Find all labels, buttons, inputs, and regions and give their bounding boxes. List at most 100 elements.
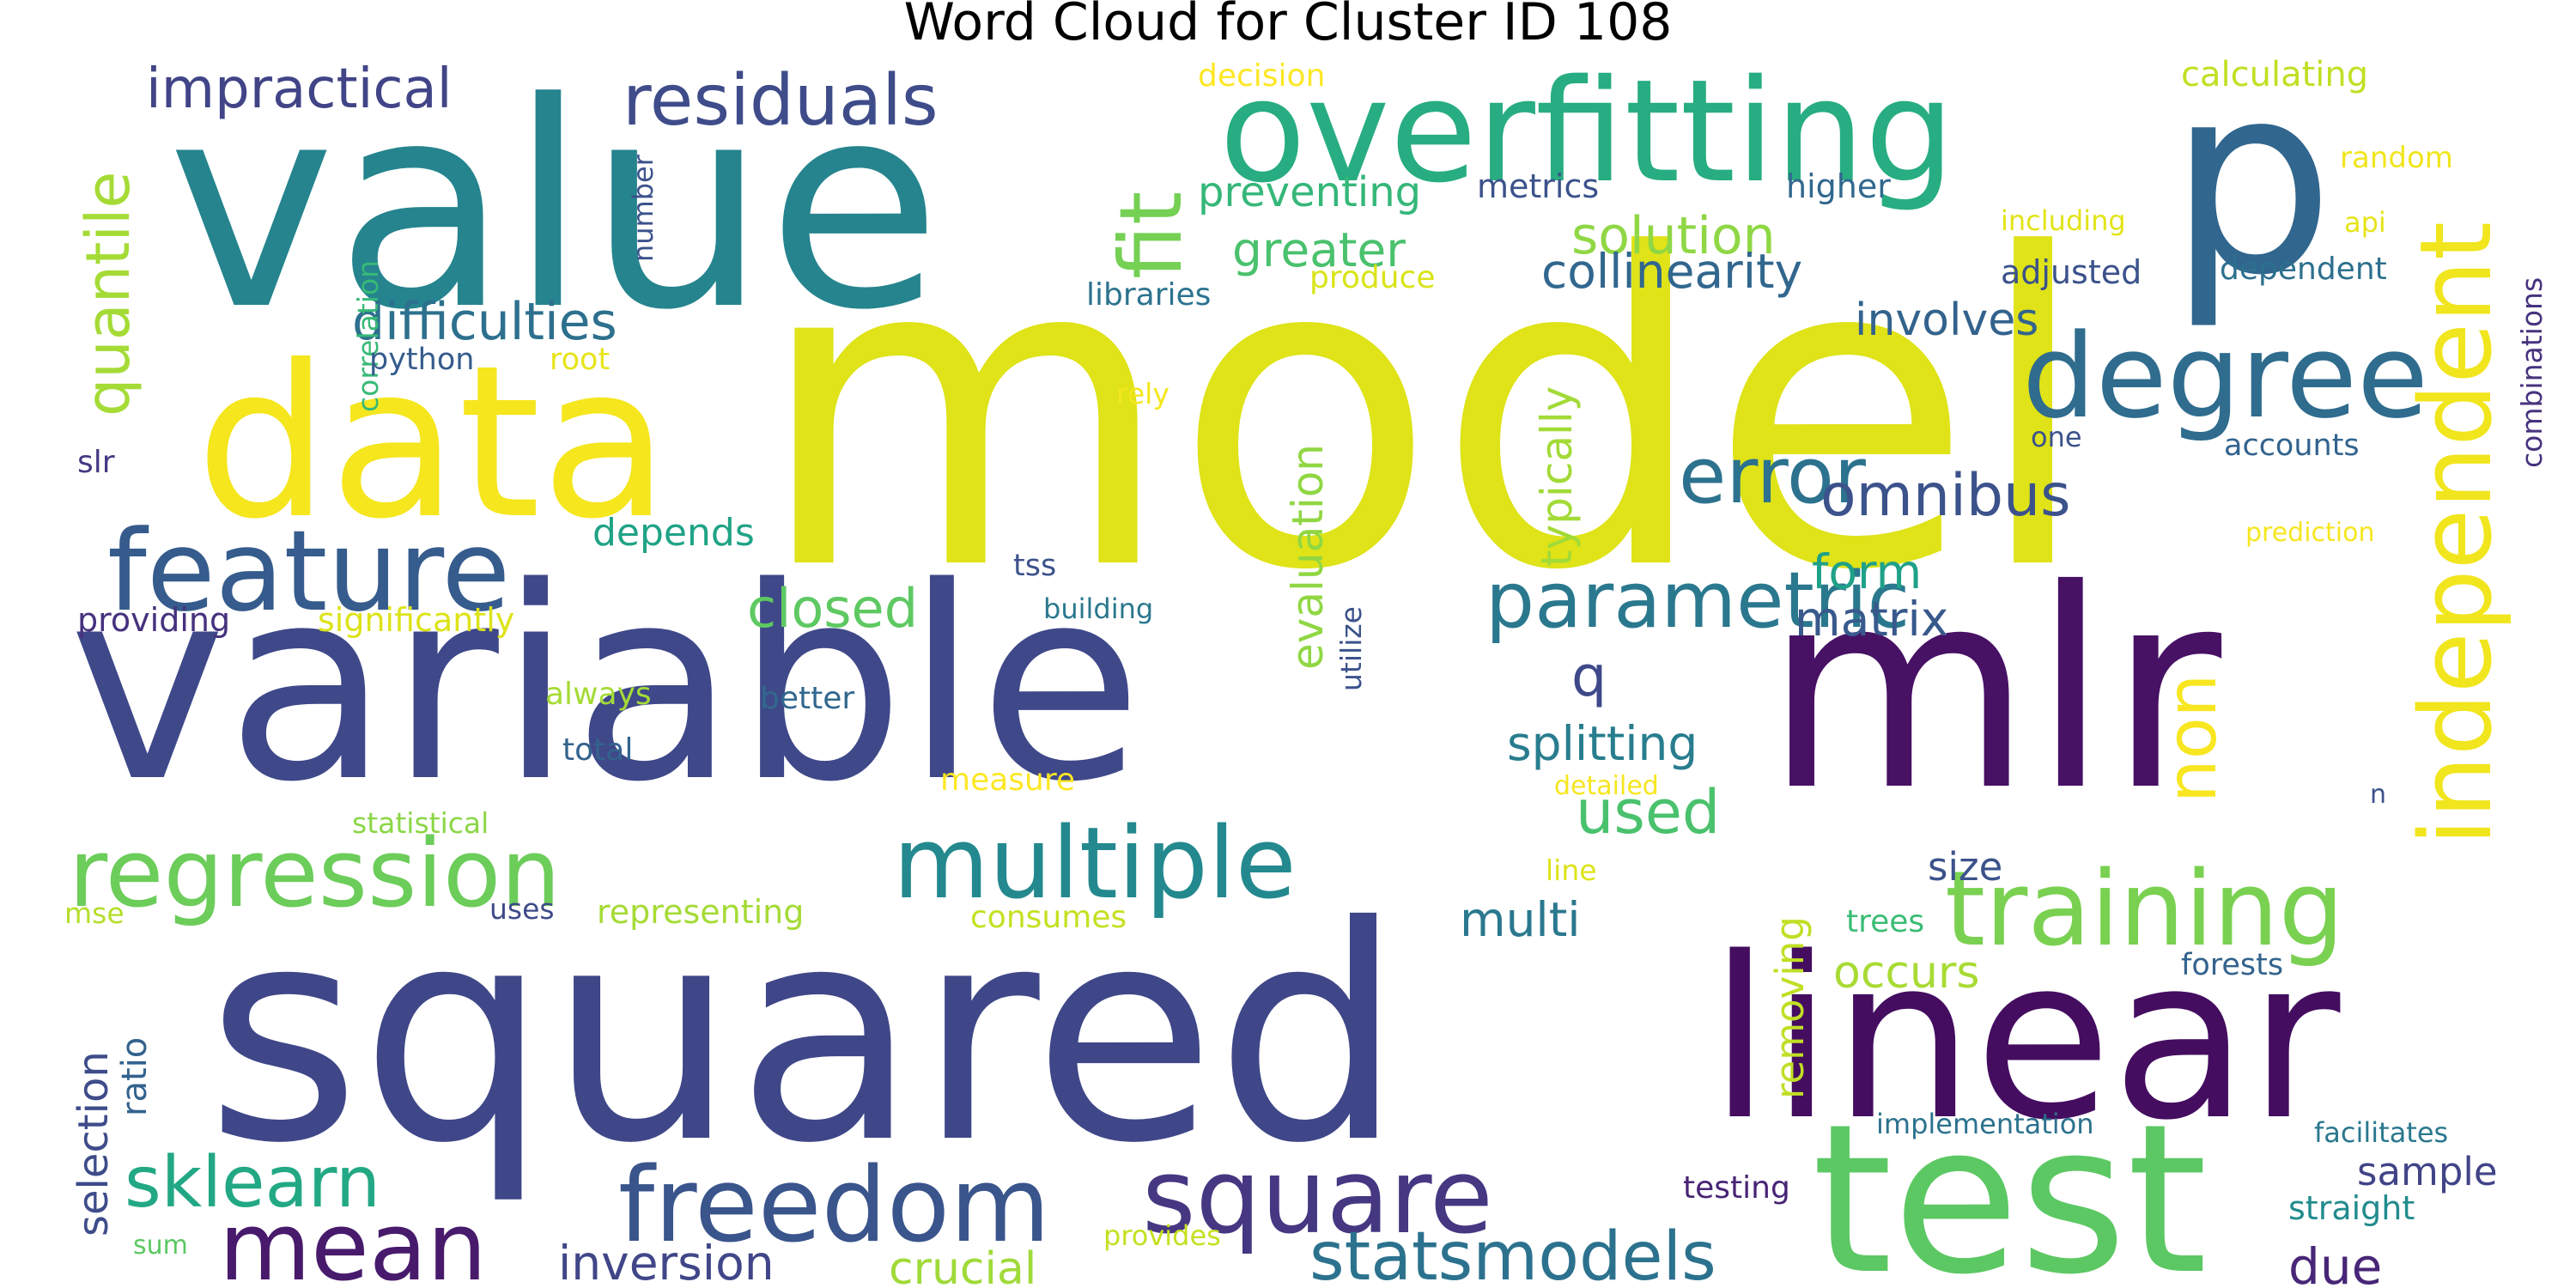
word-data: data (196, 320, 670, 565)
word-inversion: inversion (558, 1236, 775, 1288)
word-mse: mse (64, 896, 125, 930)
word-ratio: ratio (115, 1037, 155, 1116)
word-regression: regression (69, 818, 561, 928)
word-correlation: correlation (351, 260, 385, 412)
word-better: better (760, 681, 854, 716)
word-mean: mean (219, 1192, 487, 1288)
word-statistical: statistical (352, 806, 489, 840)
word-significantly: significantly (318, 601, 514, 639)
word-independent: independent (2399, 222, 2514, 846)
word-removing: removing (1767, 916, 1813, 1099)
word-error: error (1679, 431, 1866, 521)
word-closed: closed (747, 577, 918, 640)
word-detailed: detailed (1554, 771, 1659, 801)
word-preventing: preventing (1198, 168, 1421, 216)
word-involves: involves (1855, 295, 2038, 346)
word-used: used (1576, 777, 1720, 848)
word-variable: variable (69, 531, 1143, 841)
word-slr: slr (77, 445, 115, 480)
word-uses: uses (489, 892, 555, 926)
word-linear: linear (1709, 910, 2342, 1170)
word-model: model (756, 164, 2093, 664)
word-metrics: metrics (1477, 167, 1599, 205)
word-provides: provides (1103, 1219, 1221, 1252)
word-number: number (627, 154, 659, 262)
word-feature: feature (107, 506, 510, 636)
word-statsmodels: statsmodels (1309, 1218, 1716, 1288)
word-residuals: residuals (623, 60, 939, 142)
word-trees: trees (1846, 904, 1924, 939)
page-title: Word Cloud for Cluster ID 108 (903, 0, 1673, 52)
word-always: always (545, 677, 652, 712)
word-providing: providing (77, 601, 230, 639)
word-squared: squared (206, 864, 1403, 1208)
word-freedom: freedom (618, 1146, 1050, 1266)
word-due: due (2288, 1237, 2382, 1288)
word-including: including (2001, 204, 2126, 237)
word-parametric: parametric (1485, 556, 1910, 646)
word-total: total (562, 732, 633, 768)
word-prediction: prediction (2245, 518, 2375, 548)
word-form: form (1812, 544, 1922, 599)
word-selection: selection (70, 1051, 118, 1236)
word-utilize: utilize (1334, 606, 1368, 691)
word-combinations: combinations (2515, 277, 2549, 468)
word-overfitting: overfitting (1219, 49, 1954, 214)
word-random: random (2340, 141, 2453, 175)
word-non: non (2152, 674, 2232, 803)
word-consumes: consumes (970, 900, 1127, 935)
word-produce: produce (1309, 260, 1436, 295)
word-splitting: splitting (1507, 716, 1698, 771)
word-api: api (2344, 206, 2386, 239)
word-n: n (2370, 780, 2386, 810)
word-sklearn: sklearn (125, 1142, 380, 1224)
word-adjusted: adjusted (2001, 253, 2142, 291)
word-root: root (550, 343, 610, 377)
word-solution: solution (1571, 206, 1776, 266)
word-value: value (167, 42, 941, 372)
word-sample: sample (2357, 1149, 2498, 1194)
word-crucial: crucial (889, 1243, 1036, 1288)
word-square: square (1142, 1138, 1493, 1257)
word-difficulties: difficulties (352, 292, 617, 352)
word-impractical: impractical (146, 58, 453, 121)
word-measure: measure (940, 762, 1075, 798)
word-tss: tss (1013, 549, 1056, 583)
word-typically: typically (1532, 386, 1582, 567)
word-higher: higher (1786, 167, 1891, 205)
word-matrix: matrix (1795, 592, 1948, 647)
word-python: python (369, 343, 474, 377)
word-q: q (1571, 645, 1607, 709)
word-multiple: multiple (893, 806, 1297, 921)
word-omnibus: omnibus (1820, 462, 2071, 530)
word-implementation: implementation (1876, 1108, 2094, 1140)
word-depends: depends (592, 511, 755, 555)
word-accounts: accounts (2224, 428, 2360, 463)
word-one: one (2031, 421, 2082, 453)
word-straight: straight (2288, 1189, 2415, 1227)
word-degree: degree (2022, 309, 2428, 444)
word-forests: forests (2181, 948, 2283, 982)
word-testing: testing (1683, 1170, 1790, 1206)
word-training: training (1945, 850, 2344, 969)
word-calculating: calculating (2181, 55, 2368, 94)
word-evaluation: evaluation (1283, 444, 1333, 670)
word-test: test (1812, 1079, 2208, 1288)
word-building: building (1043, 592, 1153, 625)
word-representing: representing (597, 893, 804, 931)
word-quantile: quantile (73, 172, 143, 416)
word-libraries: libraries (1086, 277, 1211, 313)
word-sum: sum (133, 1230, 188, 1261)
word-decision: decision (1198, 58, 1325, 94)
word-collinearity: collinearity (1541, 244, 1802, 299)
word-occurs: occurs (1833, 947, 1979, 999)
word-fit: fit (1101, 191, 1201, 279)
word-multi: multi (1460, 892, 1581, 947)
word-dependent: dependent (2220, 252, 2387, 287)
word-greater: greater (1232, 222, 1406, 277)
word-p: p (2168, 27, 2335, 332)
word-rely: rely (1116, 377, 1170, 410)
word-line: line (1546, 854, 1597, 887)
